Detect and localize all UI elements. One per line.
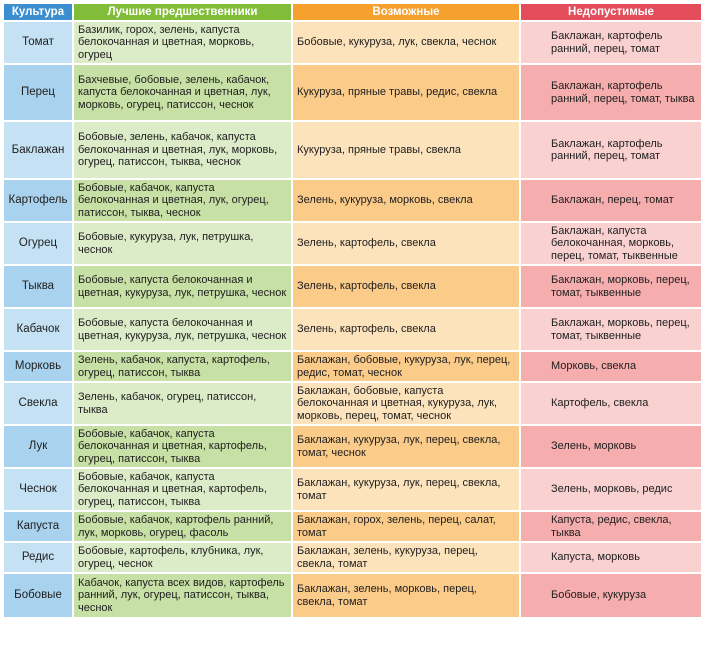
possible-predecessors-cell: Зелень, картофель, свекла bbox=[293, 309, 519, 350]
crop-name-cell: Перец bbox=[4, 65, 72, 120]
crop-name-cell: Огурец bbox=[4, 223, 72, 264]
forbidden-predecessors-cell: Баклажан, перец, томат bbox=[521, 180, 701, 221]
possible-predecessors-cell: Баклажан, зелень, кукуруза, перец, свекл… bbox=[293, 543, 519, 572]
header-possible: Возможные bbox=[293, 4, 519, 20]
table-row: Чеснок Бобовые, кабачок, капуста белокоч… bbox=[4, 469, 701, 510]
table-row: Перец Бахчевые, бобовые, зелень, кабачок… bbox=[4, 65, 701, 120]
table-row: Редис Бобовые, картофель, клубника, лук,… bbox=[4, 543, 701, 572]
possible-predecessors-cell: Зелень, кукуруза, морковь, свекла bbox=[293, 180, 519, 221]
crop-name-cell: Лук bbox=[4, 426, 72, 467]
forbidden-predecessors-cell: Баклажан, морковь, перец, томат, тыквенн… bbox=[521, 309, 701, 350]
table-row: Томат Базилик, горох, зелень, капуста бе… bbox=[4, 22, 701, 63]
best-predecessors-cell: Кабачок, капуста всех видов, картофель р… bbox=[74, 574, 291, 617]
forbidden-predecessors-cell: Баклажан, картофель ранний, перец, томат bbox=[521, 22, 701, 63]
best-predecessors-cell: Бахчевые, бобовые, зелень, кабачок, капу… bbox=[74, 65, 291, 120]
forbidden-predecessors-cell: Баклажан, картофель ранний, перец, томат… bbox=[521, 65, 701, 120]
table-row: Свекла Зелень, кабачок, огурец, патиссон… bbox=[4, 383, 701, 424]
forbidden-predecessors-cell: Капуста, редис, свекла, тыква bbox=[521, 512, 701, 541]
crop-name-cell: Кабачок bbox=[4, 309, 72, 350]
possible-predecessors-cell: Баклажан, кукуруза, лук, перец, свекла, … bbox=[293, 426, 519, 467]
possible-predecessors-cell: Баклажан, бобовые, капуста белокочанная … bbox=[293, 383, 519, 424]
possible-predecessors-cell: Зелень, картофель, свекла bbox=[293, 223, 519, 264]
best-predecessors-cell: Бобовые, кабачок, картофель ранний, лук,… bbox=[74, 512, 291, 541]
forbidden-predecessors-cell: Бобовые, кукуруза bbox=[521, 574, 701, 617]
crop-name-cell: Томат bbox=[4, 22, 72, 63]
table-row: Огурец Бобовые, кукуруза, лук, петрушка,… bbox=[4, 223, 701, 264]
best-predecessors-cell: Зелень, кабачок, капуста, картофель, огу… bbox=[74, 352, 291, 381]
crop-name-cell: Бобовые bbox=[4, 574, 72, 617]
possible-predecessors-cell: Зелень, картофель, свекла bbox=[293, 266, 519, 307]
forbidden-predecessors-cell: Капуста, морковь bbox=[521, 543, 701, 572]
best-predecessors-cell: Бобовые, капуста белокочанная и цветная,… bbox=[74, 309, 291, 350]
possible-predecessors-cell: Бобовые, кукуруза, лук, свекла, чеснок bbox=[293, 22, 519, 63]
table-row: Бобовые Кабачок, капуста всех видов, кар… bbox=[4, 574, 701, 617]
table-row: Капуста Бобовые, кабачок, картофель ранн… bbox=[4, 512, 701, 541]
forbidden-predecessors-cell: Баклажан, капуста белокочанная, морковь,… bbox=[521, 223, 701, 264]
crop-name-cell: Тыква bbox=[4, 266, 72, 307]
table-row: Тыква Бобовые, капуста белокочанная и цв… bbox=[4, 266, 701, 307]
forbidden-predecessors-cell: Баклажан, морковь, перец, томат, тыквенн… bbox=[521, 266, 701, 307]
best-predecessors-cell: Бобовые, картофель, клубника, лук, огуре… bbox=[74, 543, 291, 572]
best-predecessors-cell: Бобовые, кабачок, капуста белокочанная и… bbox=[74, 180, 291, 221]
best-predecessors-cell: Бобовые, капуста белокочанная и цветная,… bbox=[74, 266, 291, 307]
table-row: Картофель Бобовые, кабачок, капуста бело… bbox=[4, 180, 701, 221]
crop-name-cell: Свекла bbox=[4, 383, 72, 424]
table-row: Морковь Зелень, кабачок, капуста, картоф… bbox=[4, 352, 701, 381]
possible-predecessors-cell: Кукуруза, пряные травы, редис, свекла bbox=[293, 65, 519, 120]
crop-rotation-table: Культура Лучшие предшественники Возможны… bbox=[2, 2, 703, 619]
forbidden-predecessors-cell: Зелень, морковь, редис bbox=[521, 469, 701, 510]
crop-name-cell: Картофель bbox=[4, 180, 72, 221]
best-predecessors-cell: Бобовые, кабачок, капуста белокочанная и… bbox=[74, 469, 291, 510]
header-forbidden: Недопустимые bbox=[521, 4, 701, 20]
header-crop: Культура bbox=[4, 4, 72, 20]
crop-name-cell: Капуста bbox=[4, 512, 72, 541]
forbidden-predecessors-cell: Баклажан, картофель ранний, перец, томат bbox=[521, 122, 701, 178]
possible-predecessors-cell: Баклажан, горох, зелень, перец, салат, т… bbox=[293, 512, 519, 541]
forbidden-predecessors-cell: Картофель, свекла bbox=[521, 383, 701, 424]
table-row: Лук Бобовые, кабачок, капуста белокочанн… bbox=[4, 426, 701, 467]
forbidden-predecessors-cell: Зелень, морковь bbox=[521, 426, 701, 467]
possible-predecessors-cell: Баклажан, бобовые, кукуруза, лук, перец,… bbox=[293, 352, 519, 381]
table-row: Баклажан Бобовые, зелень, кабачок, капус… bbox=[4, 122, 701, 178]
header-best-predecessors: Лучшие предшественники bbox=[74, 4, 291, 20]
possible-predecessors-cell: Баклажан, зелень, морковь, перец, свекла… bbox=[293, 574, 519, 617]
crop-name-cell: Морковь bbox=[4, 352, 72, 381]
possible-predecessors-cell: Баклажан, кукуруза, лук, перец, свекла, … bbox=[293, 469, 519, 510]
best-predecessors-cell: Базилик, горох, зелень, капуста белокоча… bbox=[74, 22, 291, 63]
possible-predecessors-cell: Кукуруза, пряные травы, свекла bbox=[293, 122, 519, 178]
crop-name-cell: Баклажан bbox=[4, 122, 72, 178]
best-predecessors-cell: Бобовые, кабачок, капуста белокочанная и… bbox=[74, 426, 291, 467]
crop-name-cell: Чеснок bbox=[4, 469, 72, 510]
forbidden-predecessors-cell: Морковь, свекла bbox=[521, 352, 701, 381]
best-predecessors-cell: Бобовые, зелень, кабачок, капуста белоко… bbox=[74, 122, 291, 178]
best-predecessors-cell: Бобовые, кукуруза, лук, петрушка, чеснок bbox=[74, 223, 291, 264]
table-row: Кабачок Бобовые, капуста белокочанная и … bbox=[4, 309, 701, 350]
best-predecessors-cell: Зелень, кабачок, огурец, патиссон, тыква bbox=[74, 383, 291, 424]
crop-name-cell: Редис bbox=[4, 543, 72, 572]
header-row: Культура Лучшие предшественники Возможны… bbox=[4, 4, 701, 20]
